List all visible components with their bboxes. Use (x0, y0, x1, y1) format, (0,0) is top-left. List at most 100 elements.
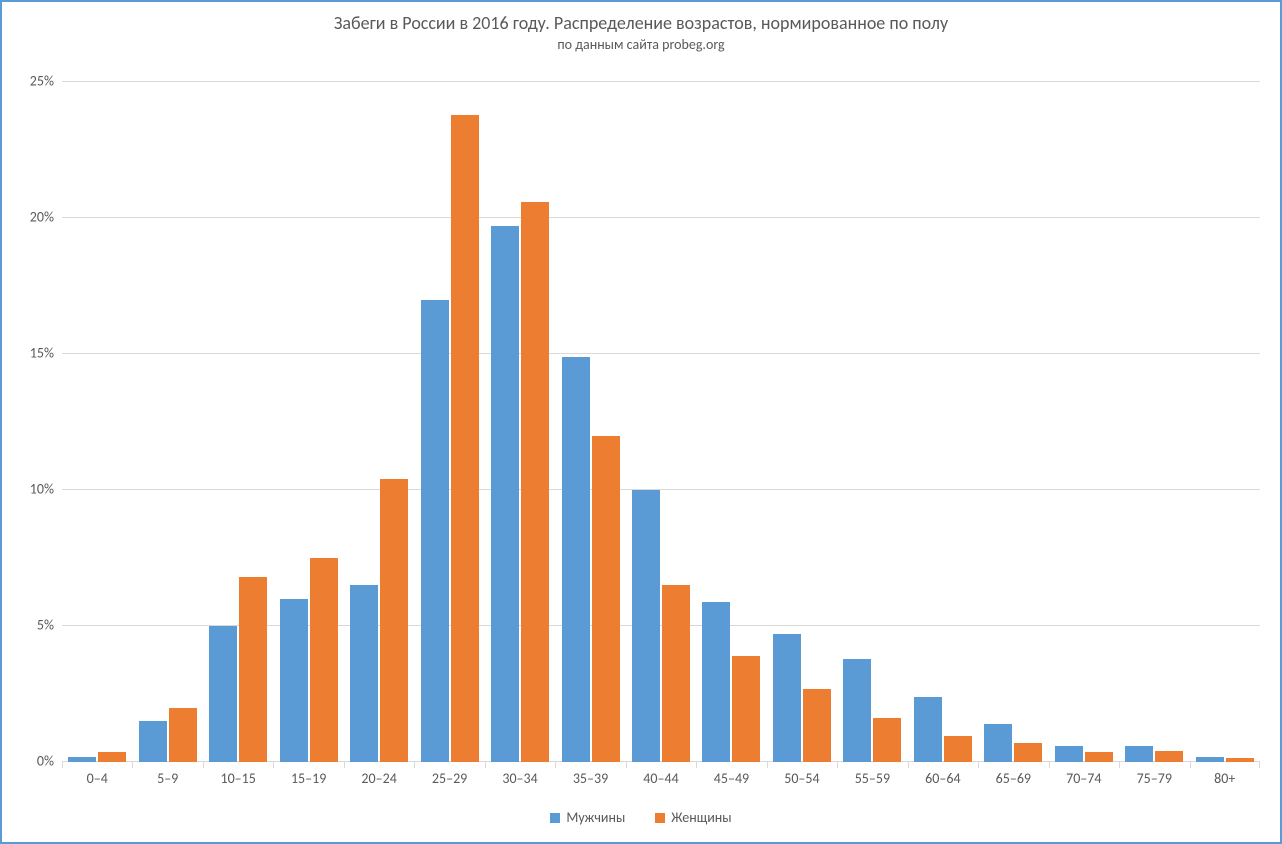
bar (592, 436, 620, 762)
x-axis-label: 30–34 (502, 770, 537, 787)
bar (1014, 743, 1042, 762)
category-group: 45–49 (696, 82, 766, 762)
x-axis-label: 60–64 (925, 770, 960, 787)
bar (209, 626, 237, 762)
bar (380, 479, 408, 762)
category-group: 35–39 (555, 82, 625, 762)
bar (732, 656, 760, 762)
bar (1196, 757, 1224, 762)
bar (632, 490, 660, 762)
legend-label: Женщины (671, 809, 731, 826)
chart-container: Забеги в России в 2016 году. Распределен… (0, 0, 1282, 844)
bar (139, 721, 167, 762)
bar (310, 558, 338, 762)
x-tick (132, 762, 133, 768)
category-group: 40–44 (626, 82, 696, 762)
bar (280, 599, 308, 762)
bar (1055, 746, 1083, 762)
bar (239, 577, 267, 762)
category-group: 60–64 (908, 82, 978, 762)
x-axis-label: 80+ (1214, 770, 1235, 787)
x-tick (626, 762, 627, 768)
bar (1226, 758, 1254, 762)
bar (944, 736, 972, 762)
bar (521, 202, 549, 762)
bar (773, 634, 801, 762)
legend-swatch (550, 813, 560, 823)
x-axis-label: 75–79 (1137, 770, 1172, 787)
category-group: 65–69 (978, 82, 1048, 762)
bar (169, 708, 197, 762)
x-axis-label: 25–29 (432, 770, 467, 787)
bars-area: 0–45–910–1515–1920–2425–2930–3435–3940–4… (62, 82, 1260, 762)
y-axis-label: 0% (37, 753, 54, 770)
bar (702, 602, 730, 762)
bar (914, 697, 942, 762)
category-group: 80+ (1190, 82, 1260, 762)
y-axis-label: 5% (37, 617, 54, 634)
x-axis-label: 20–24 (361, 770, 396, 787)
x-axis-label: 0–4 (87, 770, 108, 787)
chart-title: Забеги в России в 2016 году. Распределен… (2, 12, 1280, 34)
x-tick (62, 762, 63, 768)
x-axis-label: 35–39 (573, 770, 608, 787)
x-tick (908, 762, 909, 768)
x-axis-label: 45–49 (714, 770, 749, 787)
y-axis-label: 15% (30, 345, 54, 362)
legend: Мужчины Женщины (2, 809, 1280, 826)
bar (68, 757, 96, 762)
category-group: 75–79 (1119, 82, 1189, 762)
x-axis-label: 40–44 (643, 770, 678, 787)
title-block: Забеги в России в 2016 году. Распределен… (2, 2, 1280, 53)
bar (803, 689, 831, 762)
x-tick (1190, 762, 1191, 768)
x-tick (978, 762, 979, 768)
x-axis-label: 15–19 (291, 770, 326, 787)
legend-label: Мужчины (566, 809, 625, 826)
bar (1155, 751, 1183, 762)
y-axis-label: 25% (30, 73, 54, 90)
x-tick (485, 762, 486, 768)
x-axis-label: 65–69 (996, 770, 1031, 787)
bar (350, 585, 378, 762)
x-tick (414, 762, 415, 768)
x-axis-label: 70–74 (1066, 770, 1101, 787)
bar (562, 357, 590, 762)
legend-item: Женщины (655, 809, 731, 826)
x-tick (1259, 762, 1260, 768)
bar (421, 300, 449, 762)
category-group: 20–24 (344, 82, 414, 762)
bar (451, 115, 479, 762)
x-tick (696, 762, 697, 768)
bar (1125, 746, 1153, 762)
category-group: 15–19 (273, 82, 343, 762)
category-group: 25–29 (414, 82, 484, 762)
x-tick (273, 762, 274, 768)
x-tick (203, 762, 204, 768)
category-group: 30–34 (485, 82, 555, 762)
bar (873, 718, 901, 762)
bar (491, 226, 519, 762)
chart-subtitle: по данным сайта probeg.org (2, 36, 1280, 53)
x-axis-label: 10–15 (220, 770, 255, 787)
bar (984, 724, 1012, 762)
bar (98, 752, 126, 762)
category-group: 50–54 (767, 82, 837, 762)
x-tick (344, 762, 345, 768)
category-group: 5–9 (132, 82, 202, 762)
x-axis-label: 50–54 (784, 770, 819, 787)
x-tick (767, 762, 768, 768)
x-tick (1049, 762, 1050, 768)
x-tick (1119, 762, 1120, 768)
bar (1085, 752, 1113, 762)
legend-swatch (655, 813, 665, 823)
legend-item: Мужчины (550, 809, 625, 826)
category-group: 0–4 (62, 82, 132, 762)
plot-area: 0%5%10%15%20%25% 0–45–910–1515–1920–2425… (62, 82, 1260, 762)
category-group: 55–59 (837, 82, 907, 762)
x-axis-label: 55–59 (855, 770, 890, 787)
x-tick (555, 762, 556, 768)
category-group: 10–15 (203, 82, 273, 762)
bar (843, 659, 871, 762)
category-group: 70–74 (1049, 82, 1119, 762)
